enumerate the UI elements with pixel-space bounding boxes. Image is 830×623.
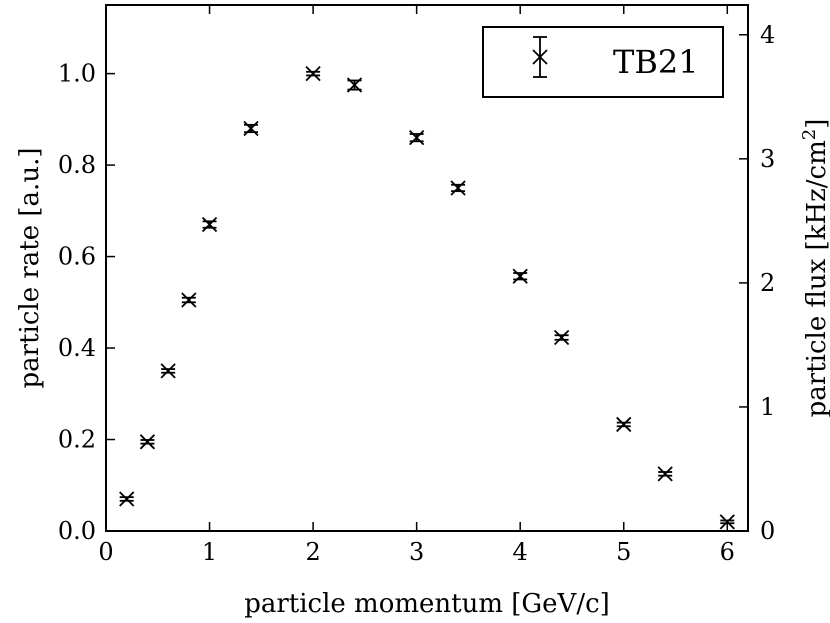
marker-stroke [305,65,321,82]
x-tick-label: 1 [202,538,217,566]
x-tick-label: 5 [616,538,631,566]
tick-labels: 0 1 2 3 4 5 6 0.0 0.2 0.4 0.6 0.8 1.0 0 1 2 3 4 [58,21,775,566]
marker-stroke [181,292,197,308]
x-axis-label: particle momentum [GeV/c] [244,589,610,619]
y-axis-label: particle rate [a.u.] [15,148,45,389]
x-tick-label: 2 [305,538,320,566]
marker-stroke [512,268,528,284]
marker-stroke [243,120,259,137]
data-point [553,329,570,346]
data-point [657,466,673,482]
marker-stroke [139,434,156,450]
marker-stroke [160,363,176,379]
data-point [512,268,528,284]
legend-box [482,26,724,98]
data-point [616,416,632,433]
data-point [719,514,735,530]
y-tick-label: 0.8 [58,151,96,179]
legend-marker [532,36,548,78]
data-point [305,65,321,82]
y-tick-label: 0.2 [58,426,96,454]
x-tick-label: 4 [513,538,528,566]
data-point [181,292,197,308]
y2-tick-label: 2 [760,269,775,297]
y-tick-label: 0.0 [58,517,96,545]
data-point [139,434,156,450]
marker-stroke [346,77,363,93]
y2-tick-label: 0 [760,517,775,545]
data-point [160,363,176,379]
marker-stroke [616,416,632,433]
data-point [243,120,259,137]
y-tick-label: 0.4 [58,334,96,362]
y-tick-label: 0.6 [58,243,96,271]
data-point [201,216,218,233]
y2-axis-label: particle flux [kHz/cm2] [799,119,830,418]
plot-frame [105,4,749,532]
data-point [450,180,466,196]
x-tick-label: 3 [409,538,424,566]
data-points [119,65,735,530]
y2-tick-label: 1 [760,393,775,421]
axis-ticks [105,5,748,532]
x-tick-label: 0 [98,538,113,566]
x-tick-label: 6 [720,538,735,566]
marker-stroke [201,216,218,233]
marker-stroke [719,514,735,530]
y2-tick-label: 4 [760,21,775,49]
y-tick-label: 1.0 [58,60,96,88]
marker-stroke [409,130,425,146]
marker-stroke [450,180,466,196]
data-point [409,130,425,146]
marker-stroke [553,329,570,346]
legend: TB21 [482,26,724,98]
y2-tick-label: 3 [760,145,775,173]
legend-label: TB21 [613,43,699,81]
marker-stroke [119,491,135,507]
data-point [119,491,135,507]
marker-stroke [657,466,673,482]
data-point [346,77,363,93]
